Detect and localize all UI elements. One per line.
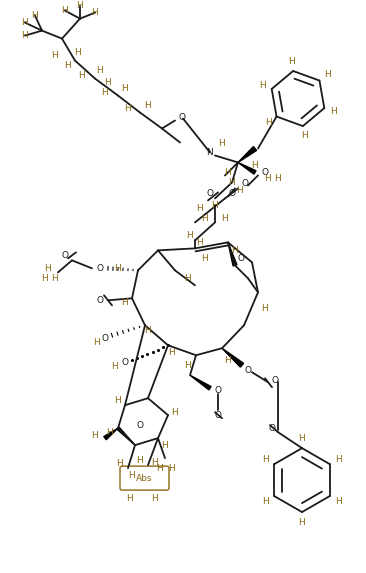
- Text: H: H: [265, 174, 271, 183]
- Text: H: H: [31, 11, 38, 20]
- Text: H: H: [219, 139, 225, 148]
- Text: H: H: [184, 361, 191, 370]
- Text: H: H: [152, 493, 158, 503]
- Text: H: H: [22, 18, 29, 27]
- Text: H: H: [301, 131, 308, 140]
- Text: H: H: [274, 174, 281, 183]
- Text: H: H: [76, 1, 83, 10]
- Text: H: H: [115, 396, 122, 405]
- Text: H: H: [288, 57, 295, 66]
- Text: H: H: [262, 304, 268, 313]
- Text: H: H: [92, 8, 98, 17]
- Text: H: H: [187, 231, 193, 240]
- Polygon shape: [117, 427, 135, 445]
- Polygon shape: [228, 242, 237, 266]
- Text: H: H: [265, 119, 272, 127]
- Text: H: H: [105, 78, 111, 87]
- Text: H: H: [299, 434, 305, 443]
- Text: H: H: [94, 337, 100, 347]
- Text: O: O: [242, 179, 249, 188]
- Text: O: O: [272, 376, 279, 384]
- Text: H: H: [237, 186, 243, 195]
- Polygon shape: [222, 348, 244, 367]
- Text: H: H: [97, 66, 103, 75]
- Text: H: H: [172, 407, 178, 417]
- Text: O: O: [61, 251, 68, 260]
- Text: H: H: [65, 61, 71, 70]
- Text: H: H: [102, 88, 108, 97]
- Text: H: H: [128, 470, 135, 480]
- Text: H: H: [259, 81, 266, 90]
- Text: H: H: [222, 214, 228, 223]
- Text: H: H: [169, 348, 175, 357]
- Text: O: O: [238, 254, 244, 263]
- Text: H: H: [202, 214, 208, 223]
- Text: H: H: [251, 161, 258, 170]
- Text: H: H: [125, 104, 131, 113]
- Text: H: H: [107, 427, 113, 437]
- Text: O: O: [261, 168, 269, 177]
- Text: H: H: [52, 51, 58, 60]
- Text: O: O: [206, 189, 213, 198]
- Text: H: H: [52, 274, 58, 283]
- Text: O: O: [137, 421, 143, 430]
- Text: H: H: [115, 264, 122, 273]
- Text: N: N: [207, 148, 213, 157]
- Text: H: H: [324, 70, 330, 79]
- Polygon shape: [104, 428, 118, 439]
- Polygon shape: [190, 375, 211, 390]
- Text: H: H: [122, 84, 128, 93]
- Text: H: H: [335, 497, 342, 505]
- Text: O: O: [269, 423, 276, 433]
- Text: H: H: [92, 431, 98, 439]
- Text: O: O: [244, 366, 251, 375]
- Text: H: H: [162, 441, 168, 450]
- Text: O: O: [122, 358, 128, 367]
- Text: H: H: [184, 274, 191, 283]
- Text: O: O: [214, 411, 221, 419]
- Text: O: O: [97, 264, 104, 273]
- Text: H: H: [79, 71, 85, 80]
- Text: Abs: Abs: [136, 474, 152, 482]
- Text: H: H: [152, 458, 158, 466]
- Text: H: H: [45, 264, 51, 273]
- Text: H: H: [229, 178, 235, 187]
- Text: H: H: [335, 454, 342, 464]
- Text: H: H: [225, 168, 231, 177]
- Polygon shape: [238, 163, 256, 174]
- Text: H: H: [157, 464, 163, 473]
- Text: H: H: [197, 204, 203, 213]
- Text: O: O: [214, 386, 221, 395]
- Text: H: H: [61, 6, 68, 15]
- Text: H: H: [202, 254, 208, 263]
- Text: H: H: [117, 458, 123, 468]
- Text: O: O: [101, 333, 108, 343]
- Text: H: H: [145, 101, 152, 110]
- Text: H: H: [145, 326, 152, 335]
- Text: H: H: [169, 464, 175, 473]
- Text: H: H: [127, 493, 133, 503]
- Polygon shape: [238, 147, 257, 163]
- Text: H: H: [75, 48, 81, 57]
- Text: H: H: [137, 456, 143, 465]
- Text: H: H: [212, 201, 219, 210]
- Text: H: H: [122, 298, 128, 307]
- Text: O: O: [97, 296, 104, 305]
- Text: O: O: [228, 189, 235, 198]
- Text: H: H: [22, 31, 29, 40]
- Text: H: H: [262, 454, 269, 464]
- Text: H: H: [197, 238, 203, 247]
- Text: O: O: [179, 113, 186, 122]
- Text: H: H: [225, 356, 231, 365]
- Text: H: H: [262, 497, 269, 505]
- Text: H: H: [330, 107, 337, 116]
- Text: H: H: [42, 274, 48, 283]
- Text: H: H: [299, 517, 305, 527]
- Text: H: H: [232, 246, 238, 255]
- FancyBboxPatch shape: [120, 466, 169, 490]
- Text: H: H: [112, 362, 118, 371]
